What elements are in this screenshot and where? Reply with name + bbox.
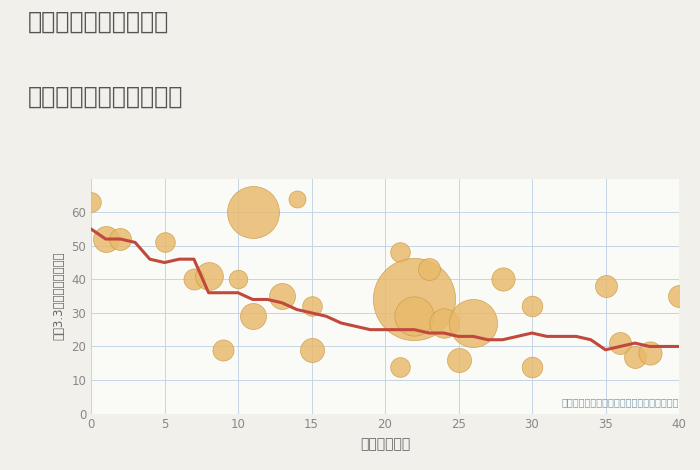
Point	[394, 363, 405, 370]
Point	[247, 313, 258, 320]
Y-axis label: 坪（3.3㎡）単価（万円）: 坪（3.3㎡）単価（万円）	[52, 252, 66, 340]
Point	[424, 266, 435, 273]
Point	[526, 302, 538, 310]
Point	[468, 319, 479, 327]
X-axis label: 築年数（年）: 築年数（年）	[360, 437, 410, 451]
Point	[232, 275, 244, 283]
Point	[409, 313, 420, 320]
Point	[453, 356, 464, 364]
Point	[188, 275, 199, 283]
Point	[394, 249, 405, 256]
Point	[276, 292, 288, 300]
Point	[291, 195, 302, 203]
Point	[247, 208, 258, 216]
Point	[409, 296, 420, 303]
Point	[673, 292, 685, 300]
Text: 千葉県銚子市三軒町の: 千葉県銚子市三軒町の	[28, 9, 169, 33]
Point	[115, 235, 126, 243]
Text: 円の大きさは、取引のあった物件面積を示す: 円の大きさは、取引のあった物件面積を示す	[561, 397, 679, 407]
Point	[85, 198, 97, 206]
Point	[203, 272, 214, 280]
Point	[629, 353, 641, 360]
Point	[306, 346, 317, 353]
Point	[306, 302, 317, 310]
Point	[497, 275, 508, 283]
Point	[100, 235, 111, 243]
Text: 築年数別中古戸建て価格: 築年数別中古戸建て価格	[28, 85, 183, 109]
Point	[159, 239, 170, 246]
Point	[600, 282, 611, 290]
Point	[218, 346, 229, 353]
Point	[526, 363, 538, 370]
Point	[644, 349, 655, 357]
Point	[438, 319, 449, 327]
Point	[615, 339, 626, 347]
